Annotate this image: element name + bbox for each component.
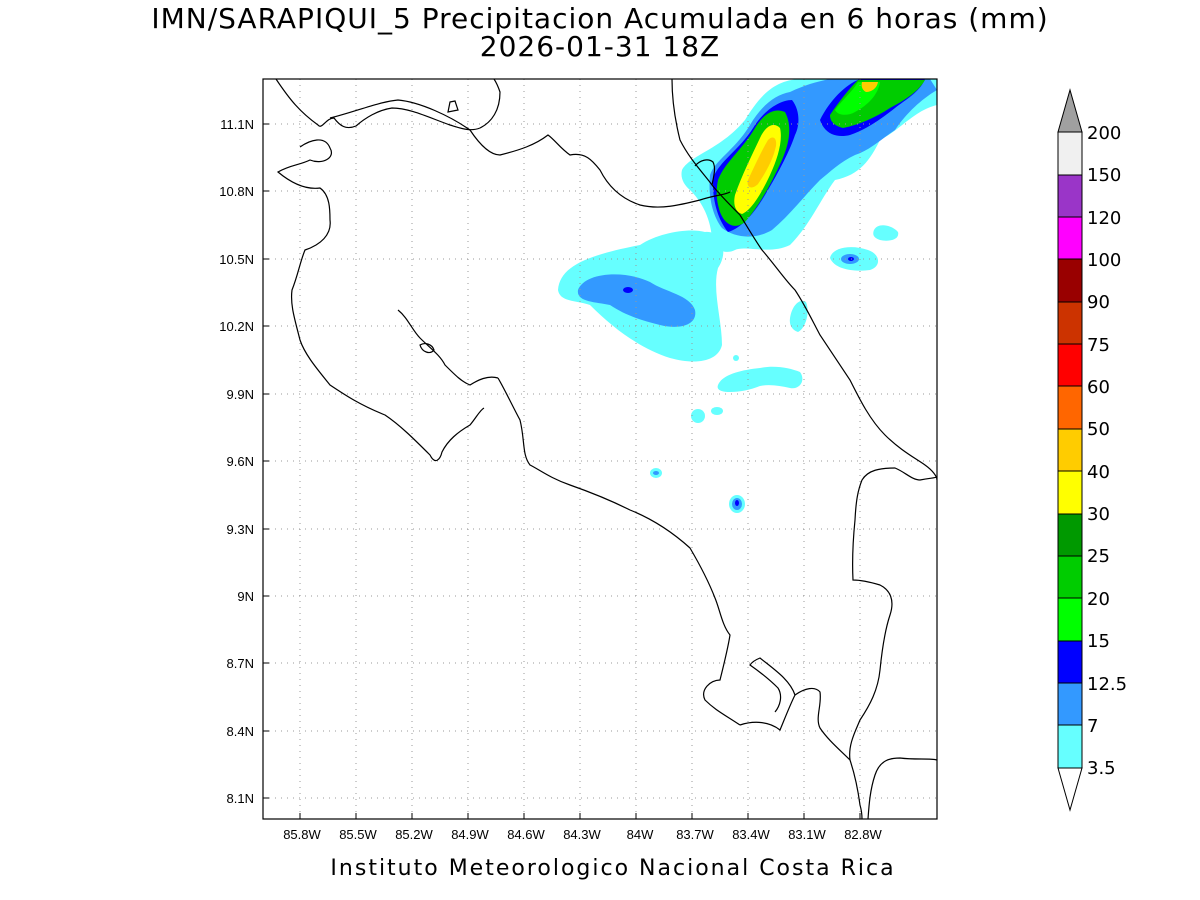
lon-tick-label: 82.8W (844, 827, 882, 842)
nicoya-island (419, 343, 435, 354)
lat-tick-label: 8.4N (227, 724, 254, 739)
nicoya-peninsula-coast (397, 309, 499, 386)
lon-tick-label: 85.2W (395, 827, 433, 842)
color-legend (1057, 88, 1083, 812)
legend-label: 25 (1087, 546, 1110, 567)
lon-tick-label: 85.8W (283, 827, 321, 842)
border-costa-rica-panama (849, 467, 937, 761)
legend-label: 3.5 (1087, 758, 1116, 779)
lat-tick-label: 10.8N (219, 184, 254, 199)
legend-swatch (1057, 428, 1083, 472)
border-northern (329, 99, 731, 208)
legend-swatch (1057, 640, 1083, 684)
legend-swatch (1057, 174, 1083, 218)
osa-peninsula (739, 657, 796, 731)
legend-label: 150 (1087, 165, 1121, 186)
legend-swatch (1057, 724, 1083, 769)
burica-coast (867, 757, 937, 819)
lon-tick-label: 83.1W (788, 827, 826, 842)
legend-label: 60 (1087, 377, 1110, 398)
lon-tick-label: 84.6W (507, 827, 545, 842)
precip-area-medium (577, 274, 696, 327)
lat-tick-label: 8.1N (227, 791, 254, 806)
lake-island (447, 100, 459, 113)
legend-label: 90 (1087, 292, 1110, 313)
legend-label: 12.5 (1087, 674, 1127, 695)
lon-tick-label: 84.3W (563, 827, 601, 842)
lon-tick-label: 83.4W (732, 827, 770, 842)
legend-label: 30 (1087, 504, 1110, 525)
legend-swatch (1057, 597, 1083, 642)
precip-cell-south-1-medium (653, 471, 659, 475)
legend-under-arrow (1057, 767, 1083, 812)
precip-band-green (716, 80, 925, 226)
legend-label: 40 (1087, 462, 1110, 483)
precip-cell-south-2-blue (735, 500, 739, 506)
lake-nicaragua-shore (275, 79, 501, 131)
precip-cell-small-1 (691, 409, 705, 423)
golfo-dulce-coast (794, 687, 863, 819)
chart-title: IMN/SARAPIQUI_5 Precipitacion Acumulada … (151, 2, 1049, 35)
legend-swatch (1057, 682, 1083, 726)
precip-cell-mid (789, 300, 808, 332)
legend-label: 100 (1087, 250, 1121, 271)
precipitation-field (558, 79, 937, 513)
lon-tick-label: 85.5W (339, 827, 377, 842)
legend-labels: 200 150 120 100 90 75 60 50 40 30 25 20 … (1087, 123, 1127, 779)
precip-cell-central (717, 366, 803, 392)
lat-tick-label: 9.6N (227, 454, 254, 469)
caribbean-coast (671, 79, 937, 481)
lat-tick-label: 11.1N (220, 117, 254, 132)
legend-swatch (1057, 258, 1083, 303)
precip-cell-small-3 (733, 355, 739, 361)
chart-subtitle-date: 2026-01-31 18Z (479, 30, 721, 63)
lat-tick-label: 9.9N (227, 387, 254, 402)
lon-tick-label: 83.7W (676, 827, 714, 842)
legend-swatch (1057, 301, 1083, 345)
legend-swatch (1057, 343, 1083, 387)
legend-swatch (1057, 470, 1083, 515)
precip-cell-ne-small (873, 225, 899, 241)
legend-label: 15 (1087, 631, 1110, 652)
precip-cell-small-2 (711, 407, 723, 415)
legend-label: 75 (1087, 335, 1110, 356)
lat-tick-label: 8.7N (227, 656, 254, 671)
legend-swatch (1057, 513, 1083, 557)
border-nicaragua-costa-rica (276, 139, 485, 462)
legend-swatch (1057, 216, 1083, 260)
central-pacific-coast (497, 377, 741, 726)
rio-san-juan (694, 159, 716, 186)
axis-ticks (263, 123, 861, 819)
legend-label: 120 (1087, 208, 1121, 229)
map-frame (262, 78, 938, 820)
legend-label: 7 (1087, 716, 1098, 737)
legend-label: 200 (1087, 123, 1121, 144)
legend-swatch (1057, 555, 1083, 599)
lat-tick-label: 10.5N (219, 252, 254, 267)
lat-tick-label: 9.3N (227, 522, 254, 537)
legend-label: 20 (1087, 589, 1110, 610)
lat-tick-label: 9N (237, 589, 254, 604)
legend-label: 50 (1087, 419, 1110, 440)
coastlines (275, 79, 937, 819)
precip-core-blue (623, 287, 633, 293)
latitude-labels: 11.1N 10.8N 10.5N 10.2N 9.9N 9.6N 9.3N 9… (219, 117, 254, 806)
lat-tick-label: 10.2N (219, 319, 254, 334)
longitude-labels: 85.8W 85.5W 85.2W 84.9W 84.6W 84.3W 84W … (283, 827, 882, 842)
legend-swatch (1057, 131, 1083, 176)
lon-tick-label: 84.9W (451, 827, 489, 842)
precip-core-orange (747, 82, 878, 188)
lon-tick-label: 84W (627, 827, 654, 842)
map-area (263, 79, 937, 819)
legend-over-arrow (1057, 88, 1083, 133)
map-grid (263, 79, 937, 819)
footer-credit: Instituto Meteorologico Nacional Costa R… (330, 856, 896, 881)
legend-swatch (1057, 385, 1083, 430)
